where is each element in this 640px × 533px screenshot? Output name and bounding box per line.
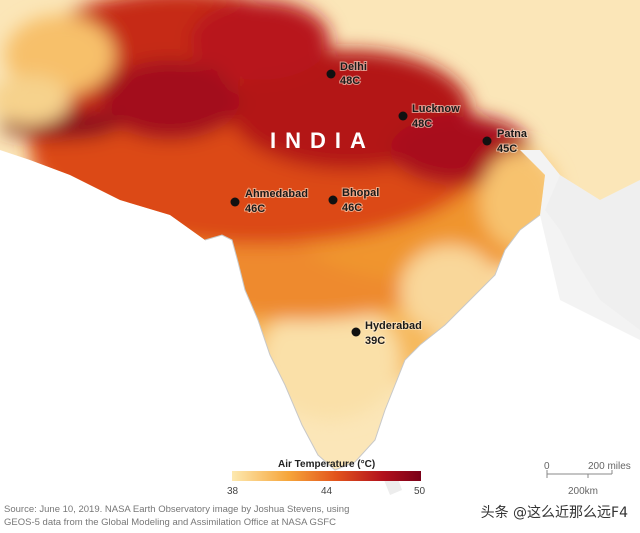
city-delhi: Delhi 48C <box>326 60 368 88</box>
city-bhopal: Bhopal 46C <box>328 186 380 215</box>
watermark: 头条 @这么近那么远F4 <box>480 505 628 521</box>
city-marker <box>230 197 240 207</box>
legend: Air Temperature (°C) 38 44 50 <box>227 459 426 497</box>
city-temp: 46C <box>342 202 362 214</box>
city-marker <box>398 111 408 121</box>
legend-color-bar <box>232 471 421 481</box>
city-patna: Patna 45C <box>482 127 529 156</box>
city-temp: 46C <box>245 203 265 215</box>
city-name: Ahmedabad <box>245 188 308 200</box>
city-name: Delhi <box>340 61 367 73</box>
city-temp: 39C <box>365 335 385 347</box>
city-marker <box>328 195 338 205</box>
coastline <box>204 214 541 471</box>
legend-tick-44: 44 <box>321 486 333 497</box>
legend-title: Air Temperature (°C) <box>278 459 375 470</box>
city-name: Bhopal <box>342 187 379 199</box>
city-temp: 45C <box>497 143 517 155</box>
city-name: Patna <box>497 128 528 140</box>
city-temp: 48C <box>412 118 432 130</box>
city-ahmedabad: Ahmedabad 46C <box>230 187 309 216</box>
legend-tick-38: 38 <box>227 486 239 497</box>
city-lucknow: Lucknow 48C <box>398 102 461 131</box>
city-hyderabad: Hyderabad 39C <box>351 319 423 348</box>
city-marker <box>482 136 492 146</box>
scale-zero: 0 <box>544 461 550 472</box>
scale-bar: 0 200 miles 200km <box>544 461 631 497</box>
source-line-1: Source: June 10, 2019. NASA Earth Observ… <box>4 504 350 515</box>
city-name: Hyderabad <box>365 320 422 332</box>
city-marker <box>326 69 336 79</box>
city-temp: 48C <box>340 75 360 87</box>
legend-tick-50: 50 <box>414 486 426 497</box>
source-line-2: GEOS-5 data from the Global Modeling and… <box>4 517 336 528</box>
city-marker <box>351 327 361 337</box>
city-name: Lucknow <box>412 103 460 115</box>
source-caption: Source: June 10, 2019. NASA Earth Observ… <box>4 503 444 529</box>
scale-km: 200km <box>568 486 598 497</box>
scale-miles: 200 miles <box>588 461 631 472</box>
country-label: INDIA <box>270 128 375 153</box>
